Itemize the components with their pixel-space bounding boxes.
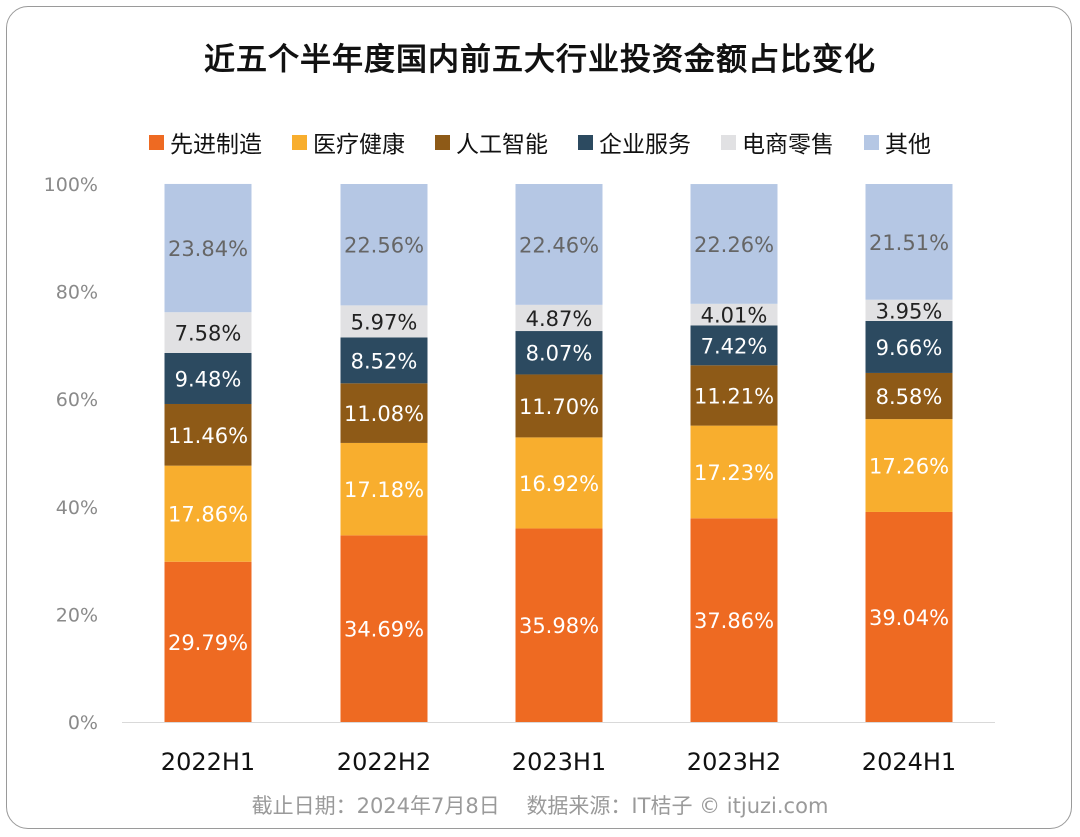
data-label: 17.86% bbox=[168, 503, 248, 527]
data-label: 7.58% bbox=[175, 322, 242, 346]
data-label: 22.56% bbox=[344, 234, 424, 258]
bar-segment bbox=[865, 419, 953, 512]
data-label: 4.87% bbox=[526, 307, 593, 331]
bar-segment bbox=[340, 535, 428, 722]
bar-segment bbox=[865, 184, 953, 300]
bar-segment bbox=[690, 518, 778, 722]
x-tick-label: 2022H2 bbox=[337, 748, 431, 776]
bar-segment bbox=[164, 403, 252, 466]
data-label: 16.92% bbox=[519, 472, 599, 496]
data-label: 29.79% bbox=[168, 631, 248, 655]
chart-legend: 先进制造 医疗健康 人工智能 企业服务 电商零售 其他 bbox=[0, 126, 1080, 158]
bar-segment bbox=[865, 372, 953, 420]
x-tick-label: 2022H1 bbox=[161, 748, 255, 776]
data-label: 23.84% bbox=[168, 237, 248, 261]
bar-segment bbox=[340, 337, 428, 384]
y-tick-label: 80% bbox=[56, 282, 98, 304]
legend-label: 企业服务 bbox=[599, 132, 691, 158]
data-label: 37.86% bbox=[694, 609, 774, 633]
data-label: 21.51% bbox=[869, 231, 949, 255]
y-tick-label: 60% bbox=[56, 389, 98, 411]
data-label: 11.46% bbox=[168, 424, 248, 448]
legend-item-4: 电商零售 bbox=[721, 125, 834, 159]
bar-segment bbox=[340, 383, 428, 443]
data-label: 17.23% bbox=[694, 461, 774, 485]
bar-segment bbox=[690, 365, 778, 426]
legend-item-0: 先进制造 bbox=[149, 125, 262, 159]
legend-item-3: 企业服务 bbox=[578, 125, 691, 159]
legend-label: 医疗健康 bbox=[313, 132, 405, 158]
legend-item-1: 医疗健康 bbox=[292, 125, 405, 159]
data-label: 17.18% bbox=[344, 478, 424, 502]
data-label: 8.07% bbox=[526, 342, 593, 366]
legend-swatch bbox=[578, 134, 593, 150]
bar-segment bbox=[515, 374, 603, 438]
data-label: 11.21% bbox=[694, 384, 774, 408]
legend-label: 电商零售 bbox=[742, 132, 834, 158]
y-tick-label: 40% bbox=[56, 497, 98, 519]
bar-segment bbox=[865, 511, 953, 722]
data-label: 5.97% bbox=[351, 310, 418, 334]
bar-segment bbox=[515, 528, 603, 722]
bar-segment bbox=[865, 299, 953, 321]
legend-swatch bbox=[292, 134, 307, 150]
x-tick-label: 2023H2 bbox=[687, 748, 781, 776]
chart-footer: 截止日期：2024年7月8日 数据来源：IT桔子 © itjuzi.com bbox=[0, 790, 1080, 820]
bar-segment bbox=[164, 465, 252, 562]
data-label: 9.48% bbox=[175, 367, 242, 391]
bar-segment bbox=[340, 305, 428, 338]
x-tick-label: 2024H1 bbox=[862, 748, 956, 776]
bar-segment bbox=[164, 312, 252, 353]
x-tick-label: 2023H1 bbox=[512, 748, 606, 776]
bar-segment bbox=[690, 325, 778, 366]
legend-swatch bbox=[435, 134, 450, 150]
bar-segment bbox=[690, 425, 778, 519]
data-label: 22.26% bbox=[694, 233, 774, 257]
legend-item-2: 人工智能 bbox=[435, 125, 548, 159]
legend-label: 其他 bbox=[885, 132, 931, 158]
data-label: 3.95% bbox=[876, 299, 943, 323]
footer-date: 截止日期：2024年7月8日 bbox=[251, 794, 500, 818]
bar-segment bbox=[164, 352, 252, 404]
bar-segment bbox=[515, 184, 603, 305]
y-tick-label: 100% bbox=[44, 174, 98, 196]
data-label: 9.66% bbox=[876, 336, 943, 360]
chart-title: 近五个半年度国内前五大行业投资金额占比变化 bbox=[204, 42, 876, 78]
legend-swatch bbox=[864, 134, 879, 150]
y-tick-label: 20% bbox=[56, 604, 98, 626]
footer-source: 数据来源：IT桔子 © itjuzi.com bbox=[526, 794, 829, 818]
bar-segment bbox=[164, 561, 252, 722]
bar-segment bbox=[865, 320, 953, 373]
bar-segment bbox=[164, 183, 252, 313]
legend-label: 先进制造 bbox=[170, 132, 262, 158]
bar-segment bbox=[340, 442, 428, 536]
bar-segment bbox=[690, 303, 778, 326]
legend-swatch bbox=[721, 134, 736, 150]
bar-segment bbox=[340, 184, 428, 306]
legend-item-5: 其他 bbox=[864, 125, 931, 159]
legend-swatch bbox=[149, 134, 164, 150]
bar-segment bbox=[515, 437, 603, 529]
bar-segment bbox=[515, 331, 603, 375]
data-label: 34.69% bbox=[344, 618, 424, 642]
data-label: 4.01% bbox=[701, 304, 768, 328]
data-label: 22.46% bbox=[519, 233, 599, 257]
data-label: 8.52% bbox=[351, 349, 418, 373]
bar-segment bbox=[515, 304, 603, 332]
data-label: 7.42% bbox=[701, 334, 768, 358]
data-label: 39.04% bbox=[869, 606, 949, 630]
data-label: 35.98% bbox=[519, 614, 599, 638]
data-label: 17.26% bbox=[869, 455, 949, 479]
data-label: 11.08% bbox=[344, 402, 424, 426]
y-tick-label: 0% bbox=[68, 712, 98, 734]
bar-segment bbox=[690, 184, 778, 304]
data-label: 11.70% bbox=[519, 395, 599, 419]
data-label: 8.58% bbox=[876, 385, 943, 409]
legend-label: 人工智能 bbox=[456, 132, 548, 158]
